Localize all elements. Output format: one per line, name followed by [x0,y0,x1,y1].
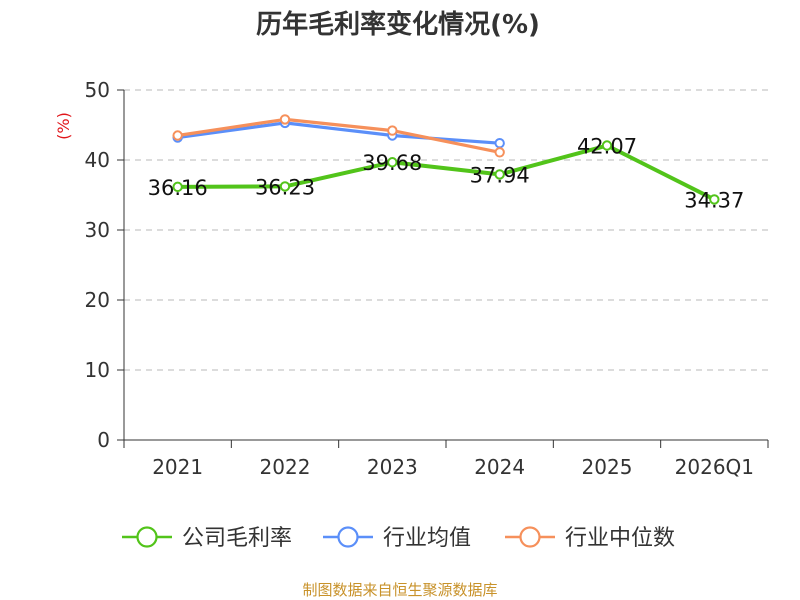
y-tick-label-30: 30 [85,218,110,242]
legend-label-行业均值: 行业均值 [383,526,471,551]
data-label-2023: 39.68 [362,151,422,175]
y-tick-label-20: 20 [85,288,110,312]
gridlines [124,89,768,371]
data-label-2026Q1: 34.37 [684,188,744,212]
series-公司毛利率 [172,140,720,205]
legend-label-行业中位数: 行业中位数 [565,526,675,551]
y-axis-ticks: 0 10 20 30 40 50 [85,78,124,452]
series-line-公司毛利率 [177,143,716,202]
data-label-2022: 36.23 [255,175,315,199]
data-label-2025: 42.07 [577,135,637,159]
x-tick-label-2023: 2023 [367,455,418,479]
legend-item-行业中位数[interactable]: 行业中位数 [505,526,675,551]
data-labels: 36.16 36.23 39.68 37.94 42.07 34.37 [148,135,745,213]
legend-marker-行业均值 [337,526,359,548]
x-tick-label-2025: 2025 [582,455,633,479]
point-公司毛利率-2021 [172,181,183,193]
point-行业中位数-2023 [387,125,398,136]
series-行业中位数 [172,114,505,158]
y-tick-label-50: 50 [85,78,110,102]
x-axis-ticks: 2021 2022 2023 2024 2025 2026Q1 [123,440,769,479]
legend-item-公司毛利率[interactable]: 公司毛利率 [122,526,292,551]
y-tick-label-0: 0 [97,428,110,452]
source-note: 制图数据来自恒生聚源数据库 [302,581,497,599]
point-公司毛利率-2024 [494,169,505,180]
point-行业均值-2024 [494,138,505,149]
point-行业中位数-2021 [172,130,183,141]
x-tick-label-2022: 2022 [260,455,311,479]
point-行业中位数-2022 [279,114,291,125]
data-label-2024: 37.94 [470,163,530,187]
legend-marker-公司毛利率 [136,526,158,548]
y-axis-unit: (%) [54,112,73,140]
point-公司毛利率-2023 [387,157,398,168]
point-公司毛利率-2025 [601,140,613,151]
legend-label-公司毛利率: 公司毛利率 [182,526,292,551]
x-tick-label-2021: 2021 [152,455,203,479]
point-公司毛利率-2022 [279,181,291,192]
legend-item-行业均值[interactable]: 行业均值 [323,526,471,551]
chart-title: 历年毛利率变化情况(%) [256,9,540,40]
legend-marker-行业中位数 [519,526,541,548]
data-label-2021: 36.16 [148,176,208,200]
x-tick-label-2026Q1: 2026Q1 [675,455,754,479]
legend[interactable]: 公司毛利率 行业均值 行业中位数 [122,526,675,551]
y-tick-label-40: 40 [85,148,110,172]
x-tick-label-2024: 2024 [474,455,525,479]
series-line-行业中位数 [177,117,500,154]
series-line-行业均值 [177,121,500,145]
point-行业中位数-2024 [494,147,505,158]
series-layer [172,114,720,205]
y-tick-label-10: 10 [85,358,110,382]
point-公司毛利率-2026Q1 [709,194,720,205]
